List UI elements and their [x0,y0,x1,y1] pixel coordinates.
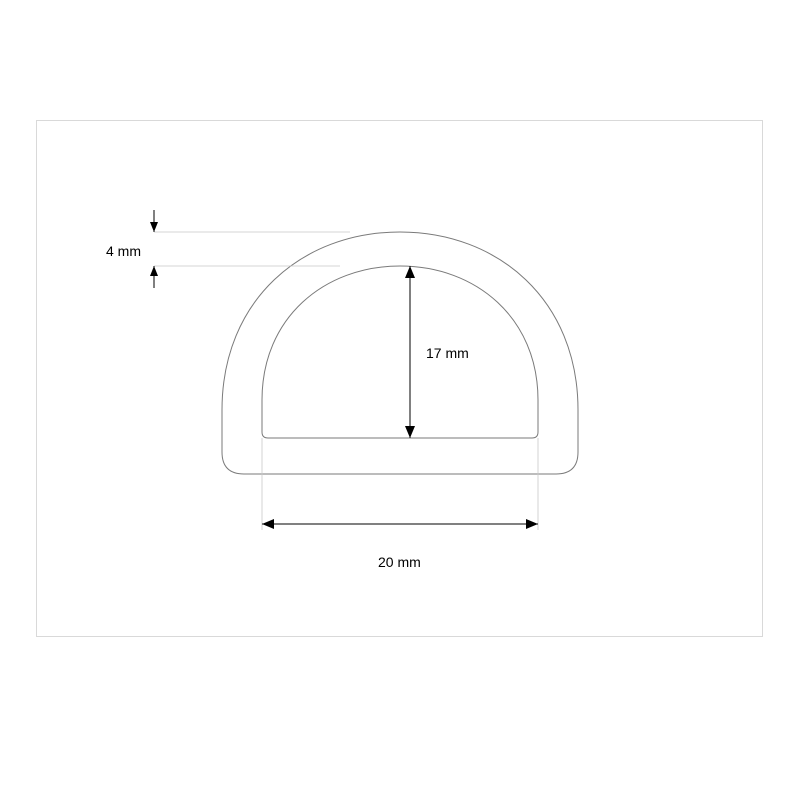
dim-width-arrow-left [262,519,274,529]
dim-width-arrow-right [526,519,538,529]
d-ring-inner [262,266,538,438]
label-thickness: 4 mm [106,243,141,259]
d-ring-diagram [0,0,800,800]
label-height: 17 mm [426,345,469,361]
dim-height-arrow-bottom [405,426,415,438]
label-width: 20 mm [378,554,421,570]
dim-thickness-arrow-bottom [150,266,158,276]
dim-thickness-arrow-top [150,222,158,232]
dim-height-arrow-top [405,266,415,278]
